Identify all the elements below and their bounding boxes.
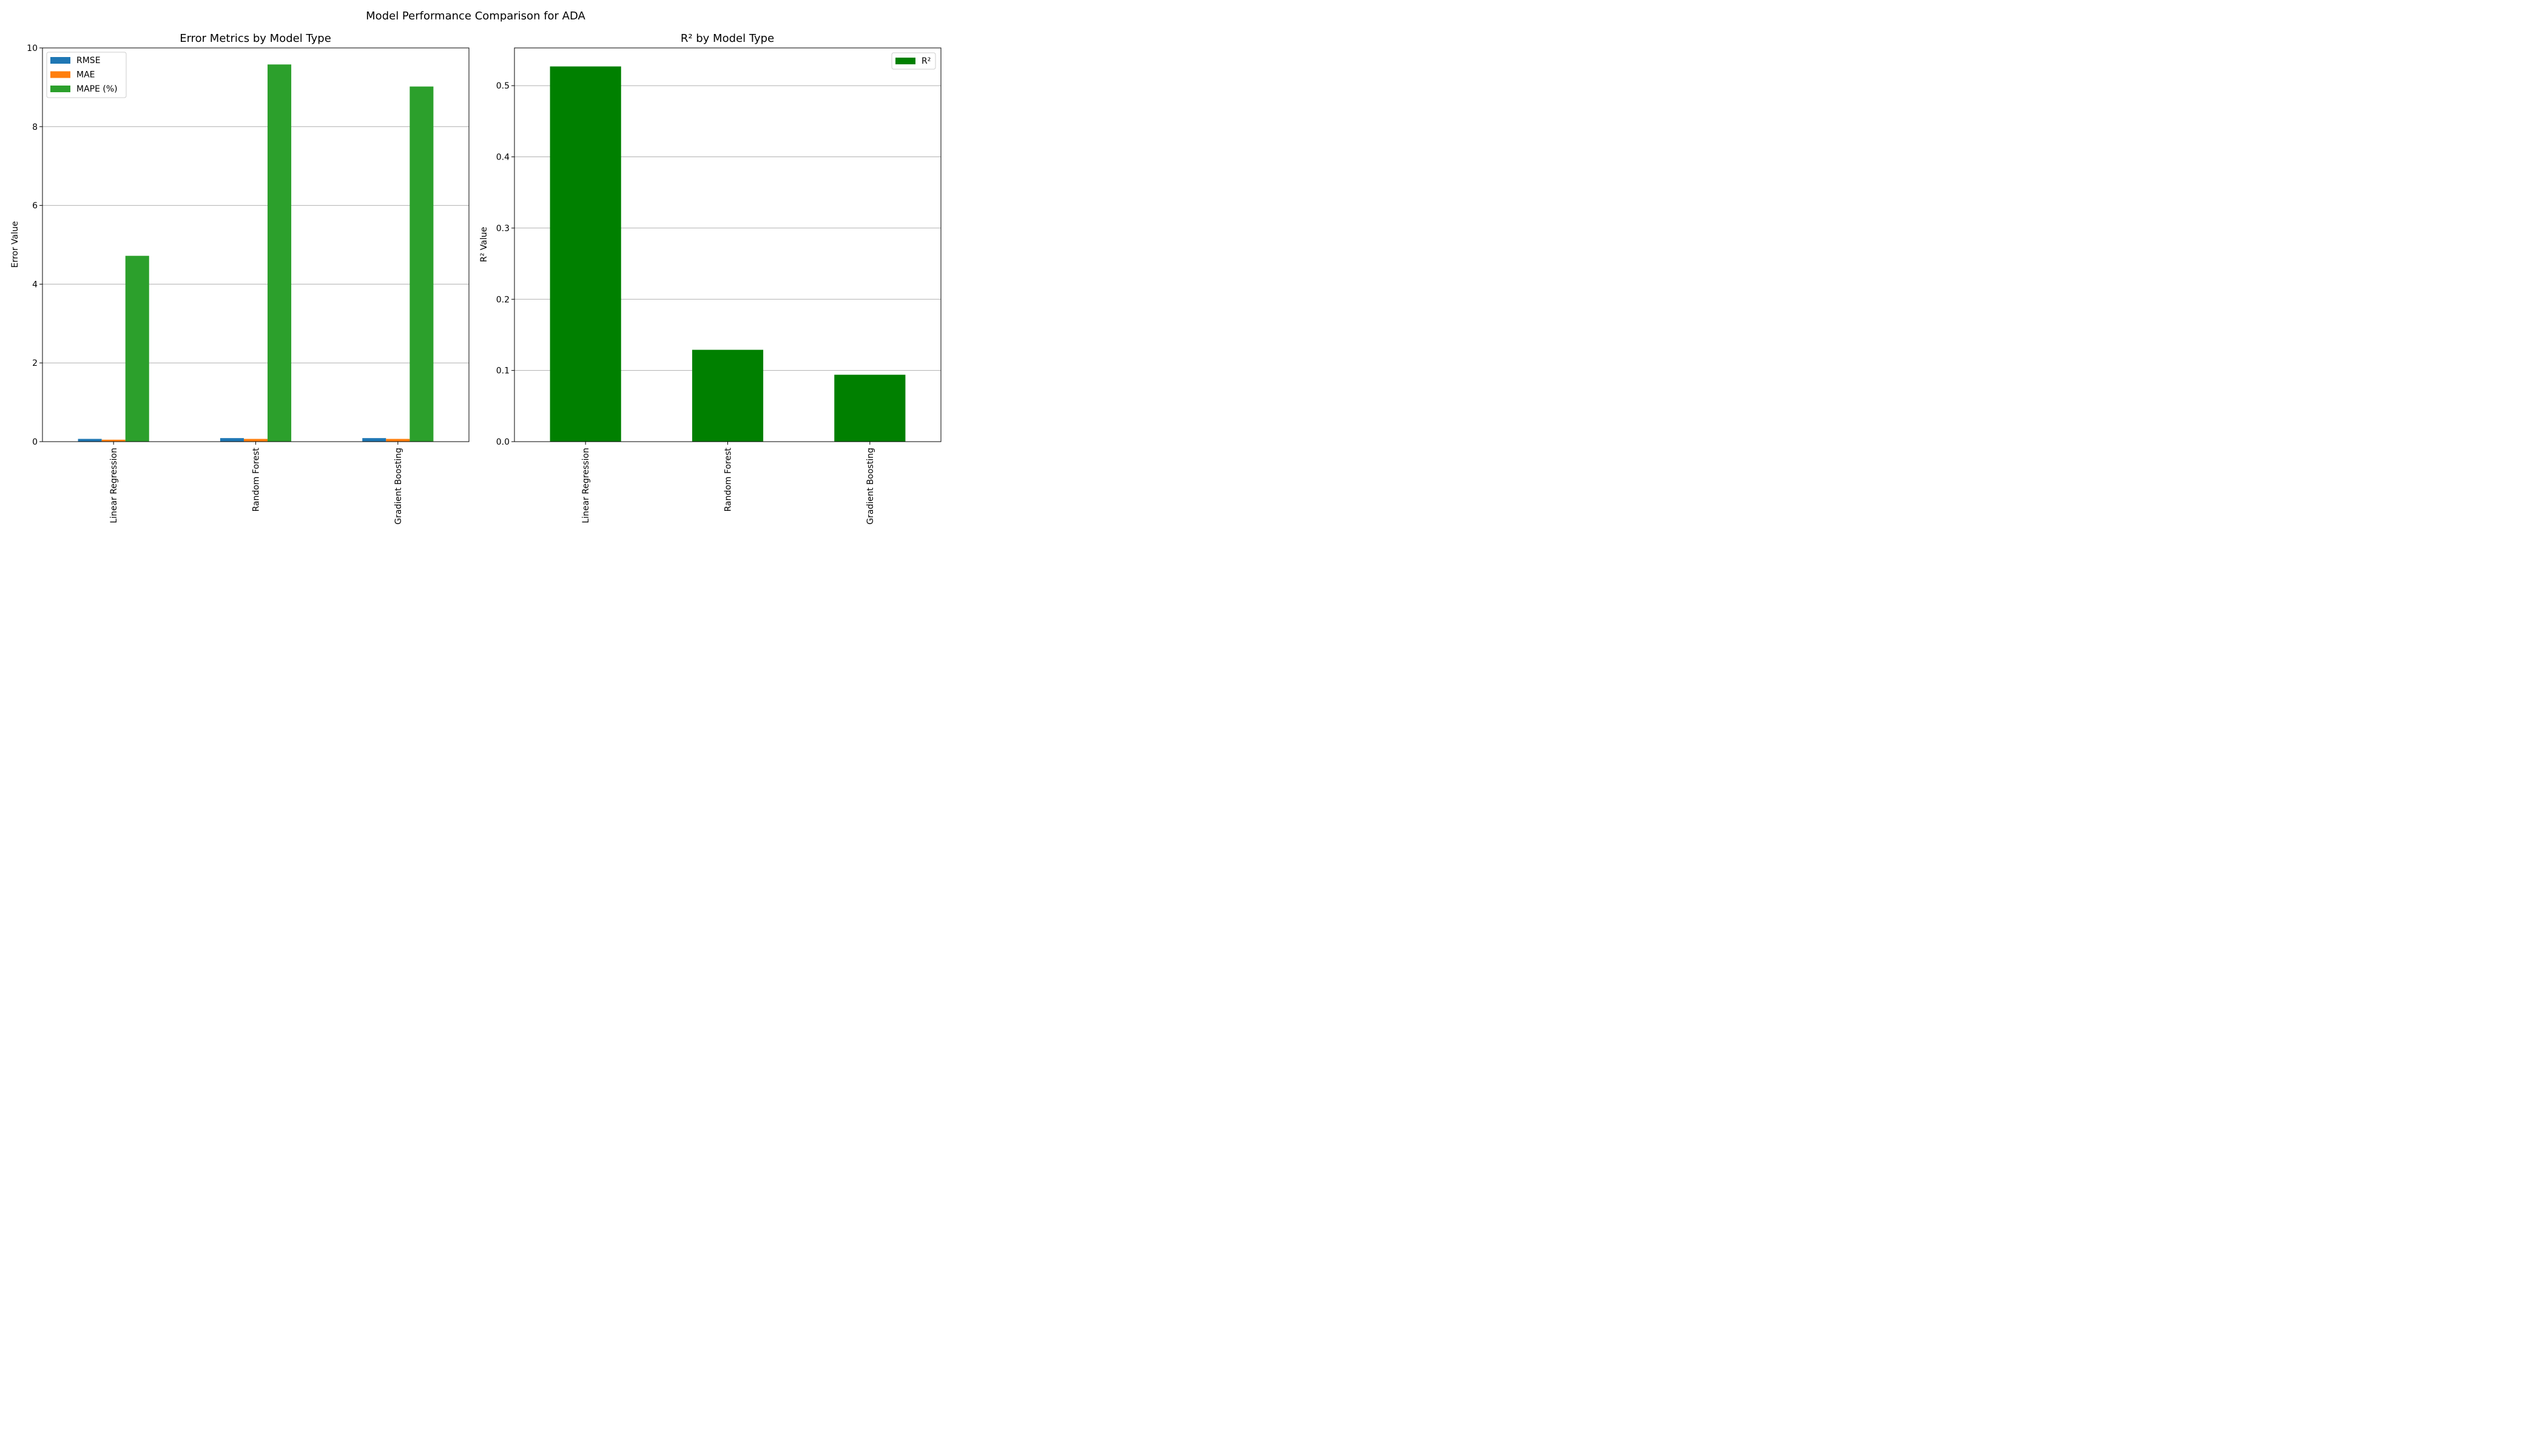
error-metrics-y-tick-label: 2 xyxy=(32,359,38,368)
error-metrics-y-tick-label: 6 xyxy=(32,201,38,211)
error-metrics-y-tick-label: 8 xyxy=(32,123,38,132)
error-metrics-y-tick-label: 4 xyxy=(32,280,38,289)
legend-label-mae: MAE xyxy=(76,70,95,80)
error-metrics-title: Error Metrics by Model Type xyxy=(180,32,331,45)
figure: Model Performance Comparison for ADA 0 2 4… xyxy=(0,0,951,544)
r2-y-tick-label: 0.3 xyxy=(496,224,510,234)
error-metrics-y-axis-label: Error Value xyxy=(10,221,20,268)
bar-r-linear-regression xyxy=(550,66,621,442)
error-metrics-y-tick-label: 10 xyxy=(27,44,38,53)
bar-mape-gradient-boosting xyxy=(410,86,434,442)
bar-rmse-gradient-boosting xyxy=(362,438,386,442)
error-metrics-x-tick-label: Random Forest xyxy=(252,448,261,512)
bar-mae-random-forest xyxy=(243,439,268,442)
error-metrics-legend: RMSE MAE MAPE (%) xyxy=(46,52,127,98)
figure-background xyxy=(0,0,951,544)
legend-swatch-mape xyxy=(50,86,70,92)
error-metrics-x-tick-label: Gradient Boosting xyxy=(394,448,403,525)
legend-label-mape: MAPE (%) xyxy=(76,84,118,94)
r2-x-ticks: Linear Regression Random Forest Gradient B… xyxy=(581,442,875,525)
error-metrics-y-ticks: 0 2 4 6 8 10 xyxy=(27,44,42,447)
r2-x-tick-label: Gradient Boosting xyxy=(866,448,875,525)
bar-mae-gradient-boosting xyxy=(386,439,410,442)
r2-bars xyxy=(550,66,906,442)
bar-r-random-forest xyxy=(692,349,764,442)
r2-y-ticks: 0.0 0.1 0.2 0.3 0.4 0.5 xyxy=(496,81,514,447)
r2-y-tick-label: 0.1 xyxy=(496,366,510,376)
legend-swatch-rmse xyxy=(50,57,70,64)
r2-y-tick-label: 0.2 xyxy=(496,295,510,305)
legend-swatch-r xyxy=(895,58,915,64)
bar-rmse-linear-regression xyxy=(78,439,102,442)
bar-rmse-random-forest xyxy=(220,438,244,442)
bar-mape-random-forest xyxy=(268,64,292,442)
r2-title: R² by Model Type xyxy=(681,32,774,45)
error-metrics-chart: 0 2 4 6 8 10 Linear Regression Random Forest Gr… xyxy=(10,32,470,525)
r2-x-tick-label: Linear Regression xyxy=(581,448,591,524)
r2-y-tick-label: 0.4 xyxy=(496,153,510,163)
r2-y-tick-label: 0.5 xyxy=(496,81,510,91)
bar-mae-linear-regression xyxy=(101,439,126,442)
error-metrics-y-tick-label: 0 xyxy=(32,437,38,447)
r2-chart: 0.0 0.1 0.2 0.3 0.4 0.5 Linear Regression Rand… xyxy=(479,32,942,525)
r2-y-axis-label: R² Value xyxy=(479,227,489,262)
error-metrics-x-tick-label: Linear Regression xyxy=(109,448,119,524)
legend-swatch-mae xyxy=(50,71,70,78)
bar-mape-linear-regression xyxy=(125,255,149,442)
error-metrics-bars xyxy=(78,64,434,442)
r2-x-tick-label: Random Forest xyxy=(724,448,733,512)
bar-r-gradient-boosting xyxy=(834,374,906,442)
legend-label-r: R² xyxy=(922,56,931,66)
figure-title: Model Performance Comparison for ADA xyxy=(366,10,585,22)
r2-legend: R² xyxy=(891,52,936,70)
error-metrics-x-ticks: Linear Regression Random Forest Gradient B… xyxy=(109,442,403,525)
r2-y-tick-label: 0.0 xyxy=(496,437,510,447)
legend-label-rmse: RMSE xyxy=(76,56,101,66)
